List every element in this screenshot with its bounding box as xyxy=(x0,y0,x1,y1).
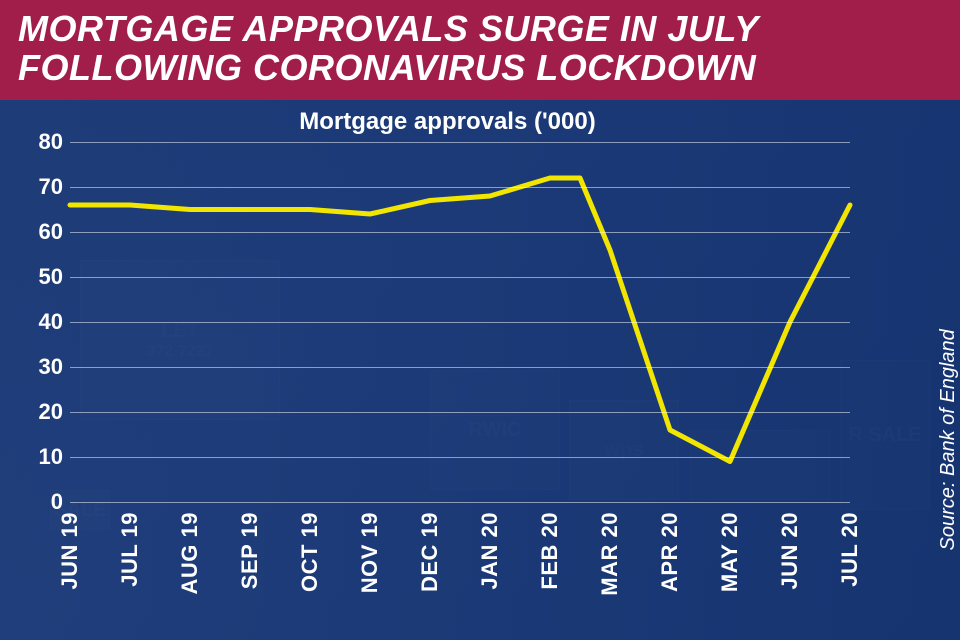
x-tick-label: AUG 19 xyxy=(177,512,203,594)
x-tick-label: JUN 19 xyxy=(57,512,83,590)
chart-subtitle: Mortgage approvals ('000) xyxy=(20,108,875,136)
chart-title: MORTGAGE APPROVALS SURGE IN JULY FOLLOWI… xyxy=(18,10,942,88)
x-axis-labels: JUN 19JUL 19AUG 19SEP 19OCT 19NOV 19DEC … xyxy=(70,502,850,622)
x-tick-label: DEC 19 xyxy=(417,512,443,592)
x-tick-label: JUL 20 xyxy=(837,512,863,587)
y-tick-label: 30 xyxy=(25,354,63,380)
x-tick-label: OCT 19 xyxy=(297,512,323,592)
y-tick-label: 10 xyxy=(25,444,63,470)
x-tick-label: JUL 19 xyxy=(117,512,143,587)
x-tick-label: MAR 20 xyxy=(597,512,623,596)
x-tick-label: JUN 20 xyxy=(777,512,803,590)
y-tick-label: 40 xyxy=(25,309,63,335)
x-tick-label: APR 20 xyxy=(657,512,683,592)
grid-line xyxy=(70,232,850,233)
plot-area: 01020304050607080JUN 19JUL 19AUG 19SEP 1… xyxy=(70,142,850,502)
source-attribution: Source: Bank of England xyxy=(937,329,960,550)
grid-line xyxy=(70,457,850,458)
grid-line xyxy=(70,412,850,413)
grid-line xyxy=(70,322,850,323)
grid-line xyxy=(70,367,850,368)
x-tick-label: SEP 19 xyxy=(237,512,263,589)
x-tick-label: MAY 20 xyxy=(717,512,743,592)
grid-line xyxy=(70,142,850,143)
data-line xyxy=(70,178,850,462)
y-tick-label: 0 xyxy=(25,489,63,515)
y-tick-label: 60 xyxy=(25,219,63,245)
y-tick-label: 70 xyxy=(25,174,63,200)
title-banner: MORTGAGE APPROVALS SURGE IN JULY FOLLOWI… xyxy=(0,0,960,100)
x-tick-label: FEB 20 xyxy=(537,512,563,590)
y-tick-label: 50 xyxy=(25,264,63,290)
x-tick-label: JAN 20 xyxy=(477,512,503,590)
chart-area: Mortgage approvals ('000) 01020304050607… xyxy=(0,100,960,638)
chart-container: LET372 7227SALERWICwpsR SALE MORTGAGE AP… xyxy=(0,0,960,640)
x-tick-label: NOV 19 xyxy=(357,512,383,593)
grid-line xyxy=(70,277,850,278)
grid-line xyxy=(70,187,850,188)
y-tick-label: 80 xyxy=(25,129,63,155)
y-tick-label: 20 xyxy=(25,399,63,425)
